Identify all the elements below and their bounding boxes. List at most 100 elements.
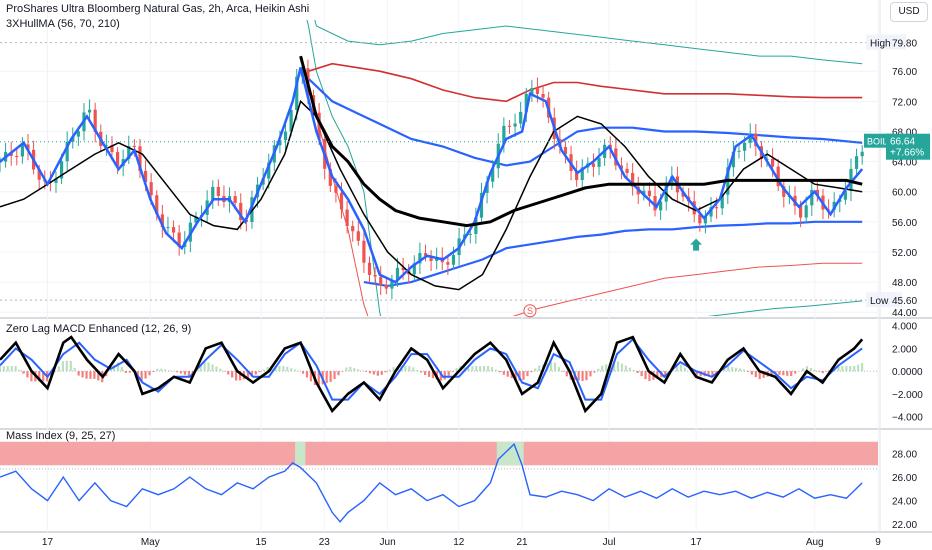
macd-histogram-bar (408, 366, 411, 372)
macd-histogram-bar (282, 366, 285, 372)
time-tick-label: 21 (516, 537, 528, 548)
macd-histogram-bar (656, 371, 659, 379)
candle-body (76, 131, 80, 137)
candle-body (65, 141, 69, 162)
macd-histogram-bar (337, 371, 340, 376)
macd-histogram-bar (286, 366, 289, 372)
band-blue-upper-line (307, 77, 863, 167)
candle-body (132, 146, 136, 148)
candle-body (743, 142, 747, 151)
candle-body (110, 145, 114, 153)
macd-histogram-bar (172, 371, 175, 372)
macd-histogram-bar (644, 371, 647, 380)
candle-body (625, 168, 629, 174)
candle-body (731, 151, 736, 168)
candle-body (631, 173, 635, 187)
time-tick-label: Jul (603, 537, 616, 548)
macd-histogram-bar (585, 371, 588, 381)
macd-histogram-bar (215, 366, 218, 372)
indicator-label-macd: Zero Lag MACD Enhanced (12, 26, 9) (6, 323, 192, 335)
macd-tick-label: −2.000 (892, 390, 923, 401)
candle-body (390, 280, 394, 289)
macd-histogram-bar (483, 366, 486, 372)
price-tick-label: 68.00 (892, 127, 917, 138)
candle-body (160, 214, 164, 228)
macd-histogram-bar (845, 366, 848, 372)
macd-histogram-bar (518, 371, 521, 381)
hull-fast-line (0, 67, 864, 284)
band-red-upper-line (308, 62, 863, 103)
macd-histogram-bar (168, 370, 171, 372)
macd-histogram-bar (388, 369, 391, 372)
candle-body (563, 146, 568, 155)
band-left-green-line (306, 20, 382, 316)
candle-body (575, 171, 579, 180)
macd-histogram-bar (116, 362, 120, 372)
macd-histogram-bar (416, 369, 419, 372)
macd-histogram-bar (672, 369, 675, 372)
macd-histogram-bar (290, 368, 293, 372)
candle-body (485, 181, 489, 193)
mass-zone-green (496, 441, 524, 466)
macd-histogram-bar (14, 366, 17, 372)
time-tick-label: 23 (319, 537, 331, 548)
macd-histogram-bar (727, 366, 730, 372)
macd-histogram-bar (837, 366, 840, 372)
macd-histogram-bar (309, 371, 313, 382)
candle-body (619, 165, 624, 169)
macd-histogram-bar (778, 371, 781, 375)
macd-histogram-bar (136, 371, 139, 376)
high-value: 79.80 (892, 39, 917, 50)
macd-histogram-bar (471, 366, 474, 372)
price-plot (0, 20, 864, 316)
high-label: High (870, 39, 891, 50)
candle-body (843, 190, 847, 200)
candle-body (860, 151, 864, 157)
candle-body (804, 205, 808, 218)
price-tick-label: 52.00 (892, 248, 917, 259)
macd-panel (0, 335, 878, 414)
candle-body (20, 144, 24, 157)
macd-histogram-bar (467, 366, 470, 372)
macd-histogram-bar (93, 371, 96, 379)
macd-histogram-bar (376, 371, 379, 376)
candle-body (71, 136, 75, 142)
macd-histogram-bar (384, 371, 387, 373)
candle-body (351, 226, 355, 232)
macd-histogram-bar (486, 366, 490, 372)
macd-histogram-bar (81, 371, 84, 378)
macd-histogram-bar (49, 371, 53, 377)
time-tick-label: May (141, 537, 160, 548)
macd-histogram-bar (679, 364, 683, 372)
macd-histogram-bar (479, 366, 482, 372)
symbol-badge-label: BOIL (867, 137, 888, 147)
macd-tick-label: 4.000 (892, 322, 917, 333)
macd-histogram-bar (451, 371, 454, 372)
macd-histogram-bar (443, 371, 446, 380)
candle-body (771, 158, 775, 167)
macd-histogram-bar (557, 367, 561, 372)
candle-body (216, 186, 220, 196)
macd-histogram-bar (797, 370, 801, 372)
macd-histogram-bar (565, 371, 568, 377)
candle-body (356, 231, 360, 241)
candle-body (395, 267, 400, 281)
macd-histogram-bar (57, 366, 61, 372)
macd-histogram-bar (734, 367, 738, 372)
macd-histogram-bar (711, 371, 714, 376)
candle-body (446, 262, 450, 265)
macd-histogram-bar (750, 371, 753, 375)
macd-histogram-bar (648, 371, 651, 382)
candle-body (507, 125, 512, 127)
macd-histogram-bar (235, 371, 238, 381)
candle-body (541, 93, 545, 98)
candle-body (143, 170, 148, 183)
candle-body (491, 168, 495, 182)
macd-histogram-bar (853, 366, 856, 372)
mass-zone-green (295, 441, 306, 466)
macd-histogram-bar (112, 365, 116, 372)
macd-histogram-bar (357, 369, 360, 372)
currency-button[interactable]: USD (890, 2, 928, 22)
sell-signal-label: S (527, 306, 533, 316)
candle-body (451, 255, 456, 265)
